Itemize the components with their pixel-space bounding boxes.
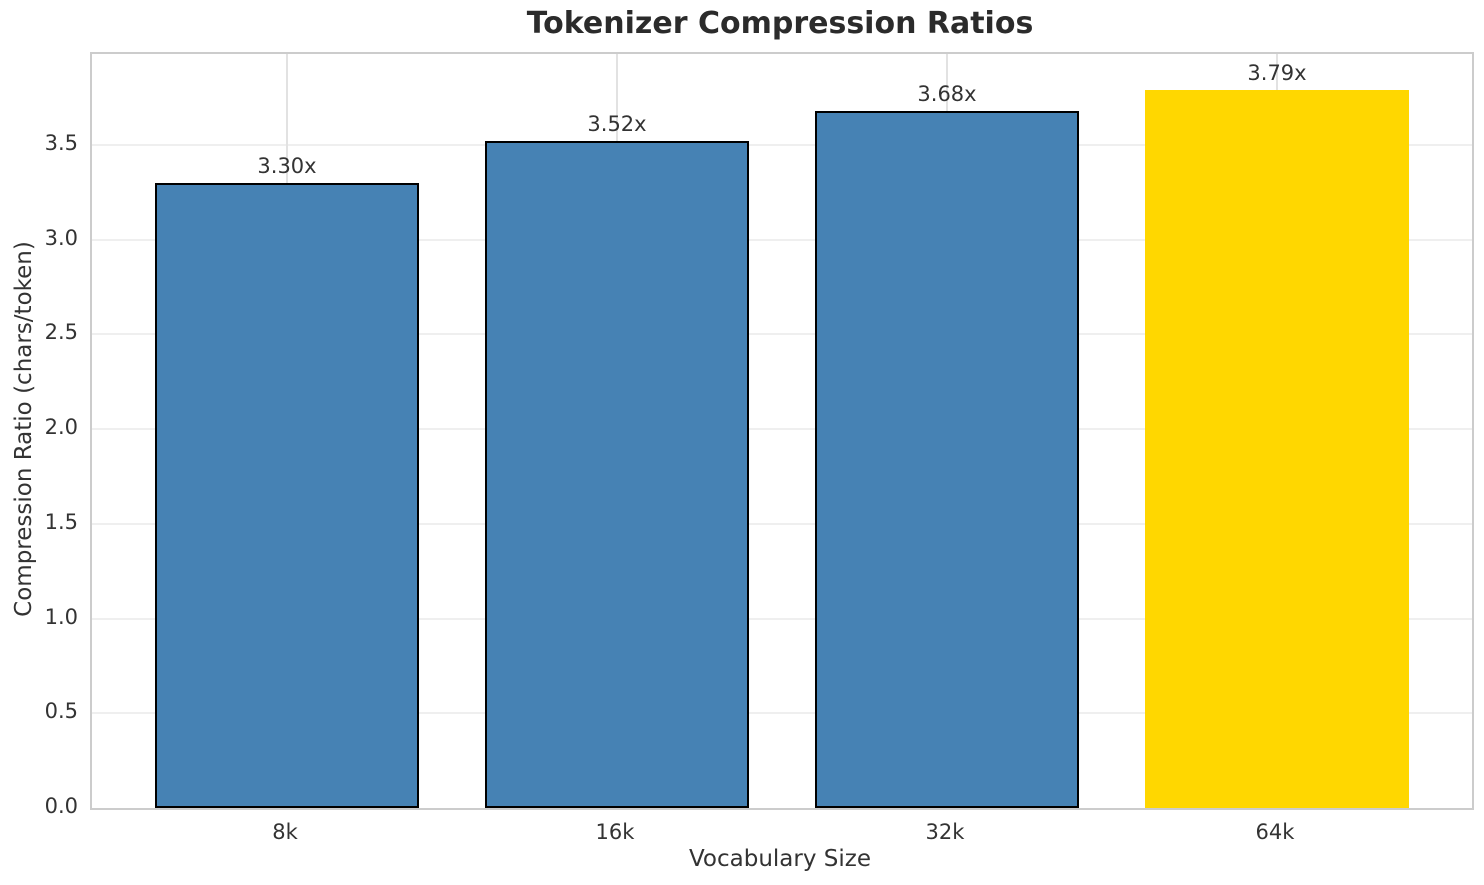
x-tick-label: 16k: [595, 820, 635, 844]
h-gridline: [92, 143, 1472, 146]
h-gridline: [92, 428, 1472, 431]
x-tick-label: 8k: [272, 820, 298, 844]
y-tick-label: 2.5: [44, 320, 78, 345]
h-gridline: [92, 333, 1472, 336]
bar-value-label: 3.79x: [1247, 61, 1307, 85]
bar-64k: [1145, 90, 1409, 808]
bar-value-label: 3.68x: [917, 81, 977, 106]
x-axis-label: Vocabulary Size: [688, 846, 871, 872]
y-tick-label: 3.5: [44, 130, 78, 155]
chart-title: Tokenizer Compression Ratios: [526, 6, 1034, 41]
bar-32k: [815, 110, 1079, 808]
plot-area: 3.30x 3.52x 3.68x 3.79x: [90, 52, 1474, 810]
bar-value-label: 3.30x: [257, 153, 317, 178]
x-tick-label: 64k: [1255, 820, 1295, 844]
bar-8k: [155, 182, 419, 808]
x-tick-label: 32k: [925, 820, 965, 844]
y-tick-label: 1.5: [44, 509, 78, 534]
y-axis-label: Compression Ratio (chars/token): [11, 241, 37, 617]
y-tick-label: 1.0: [44, 604, 78, 629]
y-tick-label: 3.0: [44, 225, 78, 250]
y-tick-label: 0.0: [44, 794, 78, 818]
h-gridline: [92, 712, 1472, 715]
bar-16k: [485, 141, 749, 808]
bar-value-label: 3.52x: [587, 112, 647, 137]
h-gridline: [92, 522, 1472, 525]
y-tick-label: 2.0: [44, 415, 78, 440]
h-gridline: [92, 617, 1472, 620]
h-gridline: [92, 238, 1472, 241]
y-tick-label: 0.5: [44, 699, 78, 724]
